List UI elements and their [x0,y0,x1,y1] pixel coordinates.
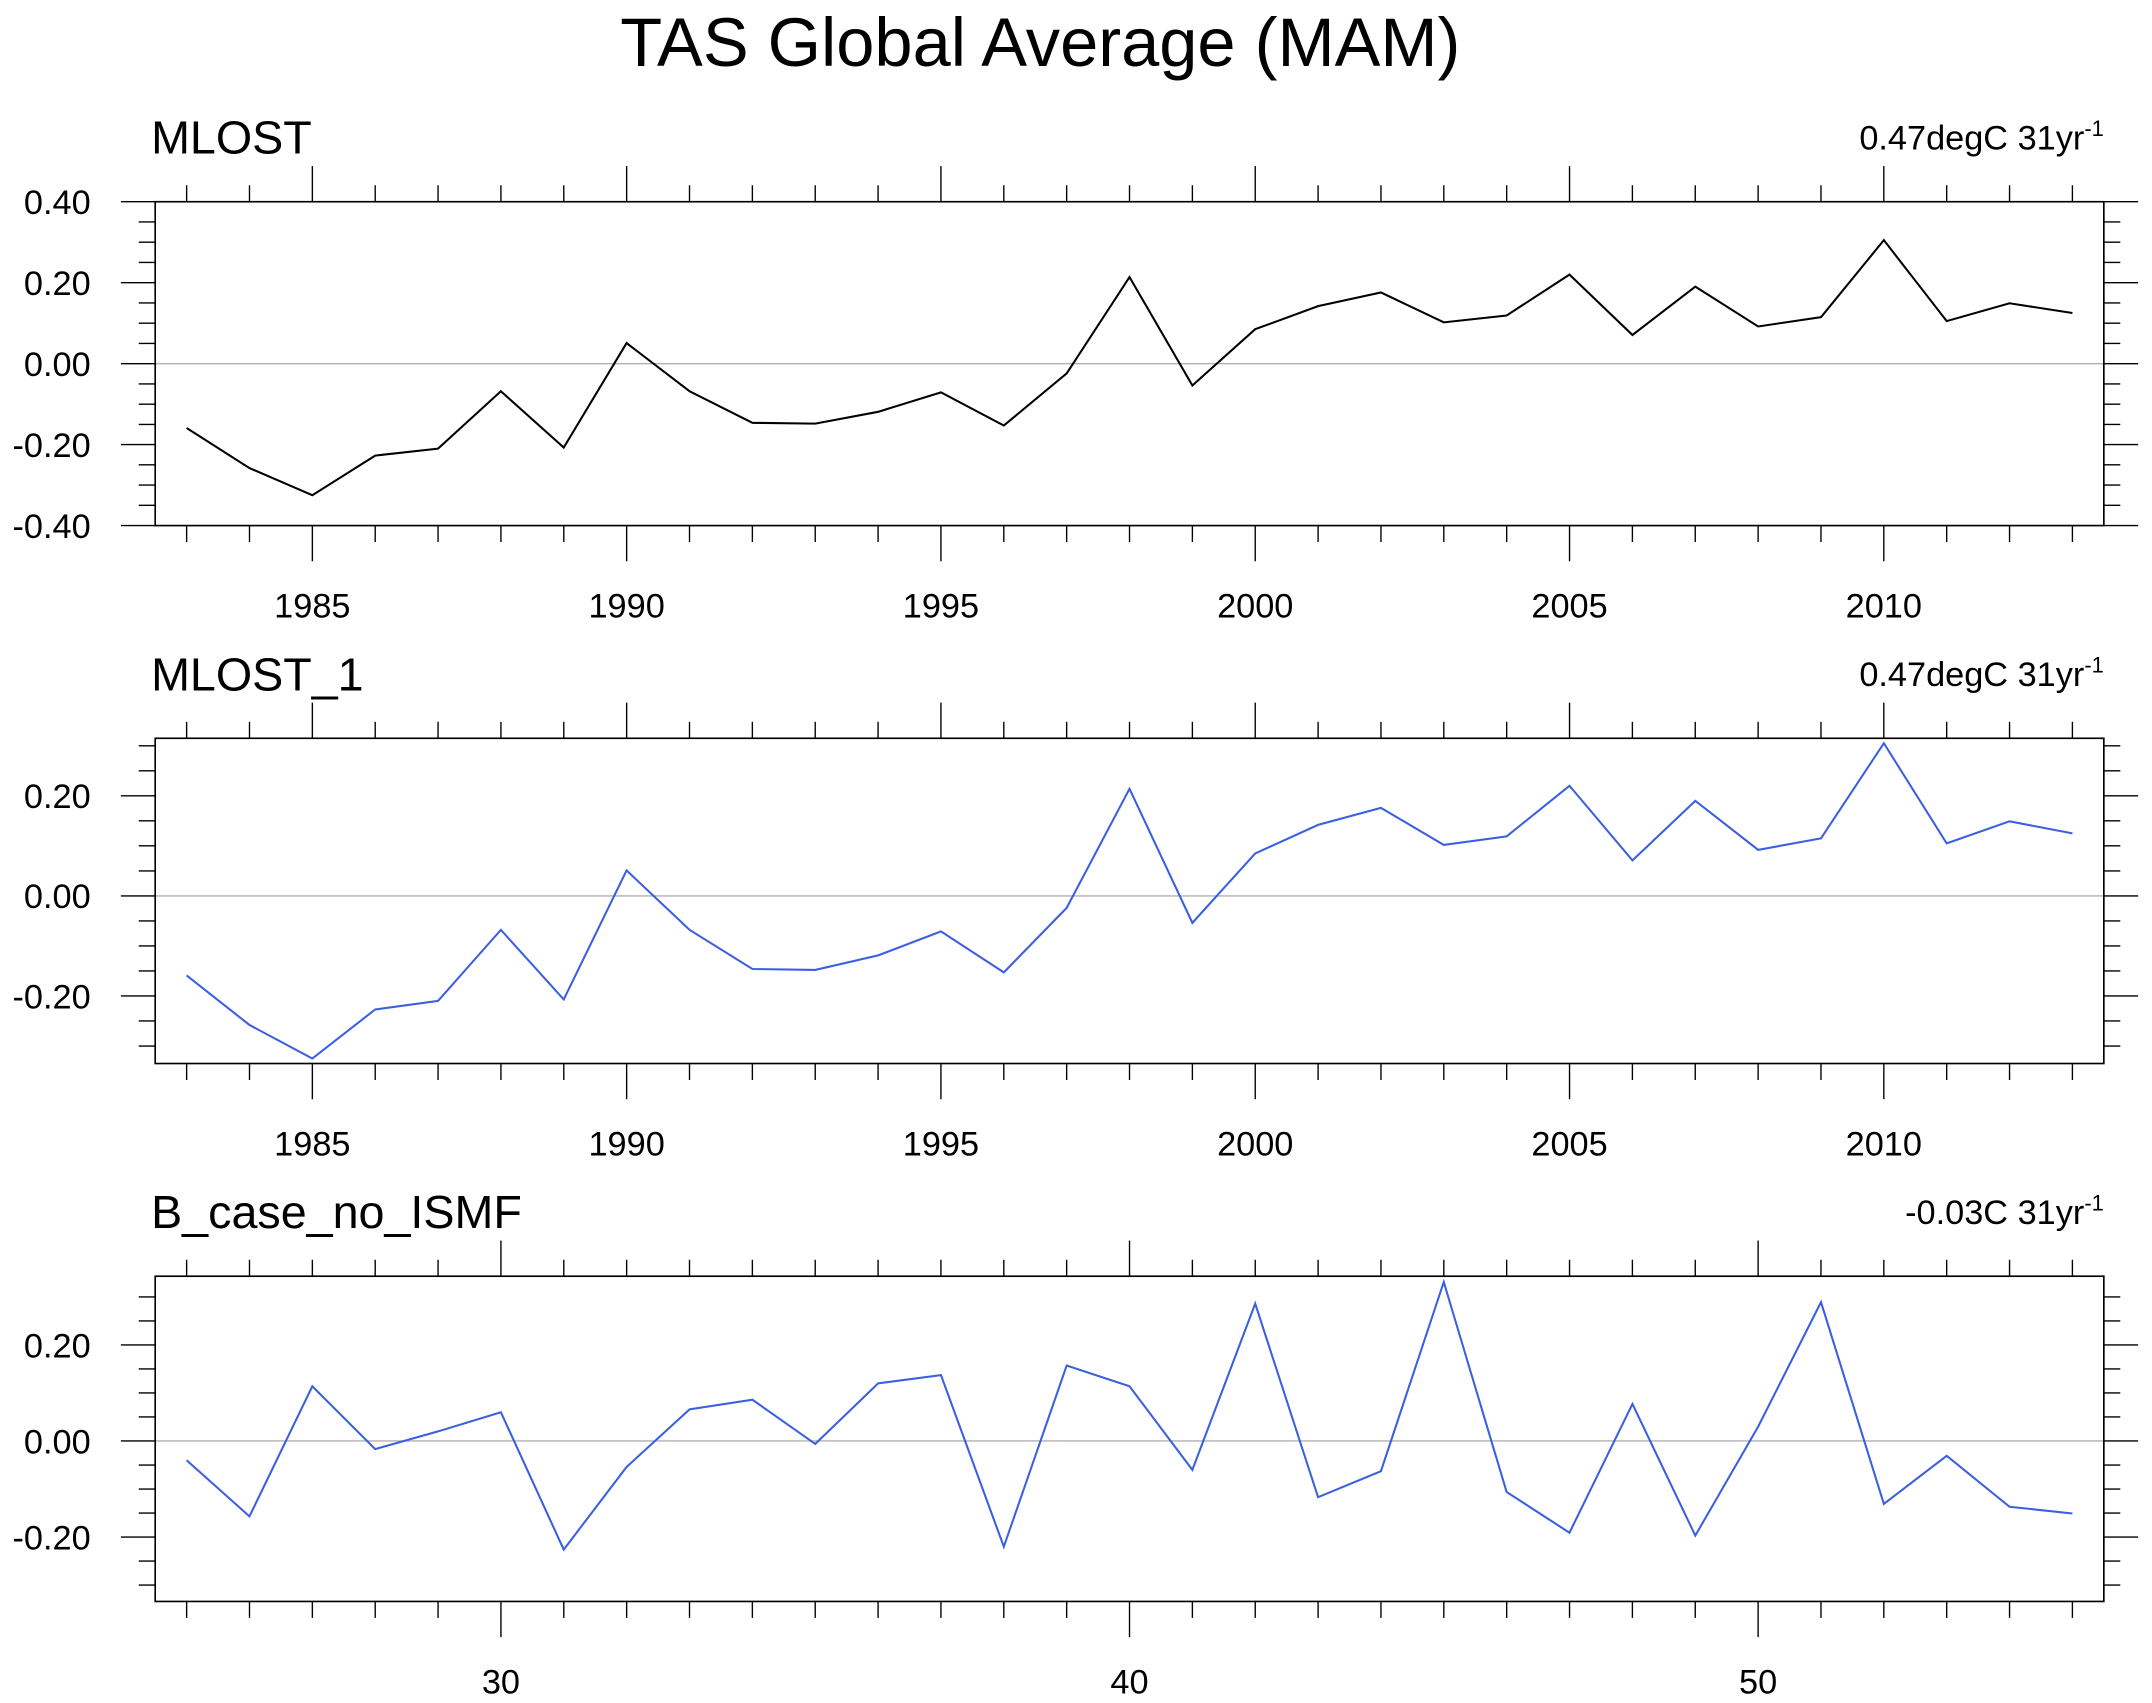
y-tick-label: 0.20 [24,1327,91,1365]
trend-label: -0.03C 31yr-1 [1905,1190,2104,1232]
plot-frame [154,1275,2105,1603]
x-tick-label: 2000 [1217,1125,1293,1163]
series-line [185,1278,2073,1552]
y-tick-label: 0.40 [24,184,91,222]
panel-title: B_case_no_ISMF [151,1186,522,1238]
plot-frame [154,200,2105,527]
x-tick-label: 1995 [903,588,979,626]
x-tick-label: 2000 [1217,588,1293,626]
y-tick-label: 0.00 [24,346,91,384]
x-tick-label: 50 [1739,1663,1777,1701]
y-tick-label: -0.20 [13,978,91,1016]
x-tick-label: 30 [482,1663,520,1701]
y-tick-label: 0.00 [24,878,91,916]
x-tick-label: 2010 [1846,588,1922,626]
trend-label: 0.47degC 31yr-1 [1859,652,2104,694]
y-tick-label: 0.20 [24,265,91,303]
plot-frame [154,737,2105,1065]
series-line [186,238,2073,497]
x-tick-label: 2005 [1531,588,1607,626]
chart-title: TAS Global Average (MAM) [620,4,1460,81]
panel-title: MLOST_1 [151,648,364,700]
y-tick-label: -0.40 [13,508,91,546]
panel-title: MLOST [151,112,312,164]
y-tick-label: -0.20 [13,427,91,465]
panel-1: MLOST 0.47degC 31yr-1 1985 1990 1995 2000 2005… [13,112,2139,626]
series-line [185,741,2073,1060]
y-tick-label: -0.20 [13,1519,91,1557]
x-tick-label: 1995 [903,1125,979,1163]
x-tick-label: 1990 [588,1125,664,1163]
y-tick-label: 0.20 [24,778,91,816]
x-tick-label: 2005 [1531,1125,1607,1163]
x-tick-label: 1985 [274,588,350,626]
panel-2: MLOST_1 0.47degC 31yr-1 1985 1990 1995 2000 20… [13,648,2139,1163]
y-tick-label: 0.00 [24,1423,91,1461]
trend-label: 0.47degC 31yr-1 [1859,116,2104,158]
x-tick-label: 40 [1110,1663,1148,1701]
x-tick-label: 2010 [1846,1125,1922,1163]
panel-3: B_case_no_ISMF -0.03C 31yr-1 30 40 50 -0.20 0.… [13,1186,2139,1701]
x-tick-label: 1985 [274,1125,350,1163]
x-tick-label: 1990 [588,588,664,626]
